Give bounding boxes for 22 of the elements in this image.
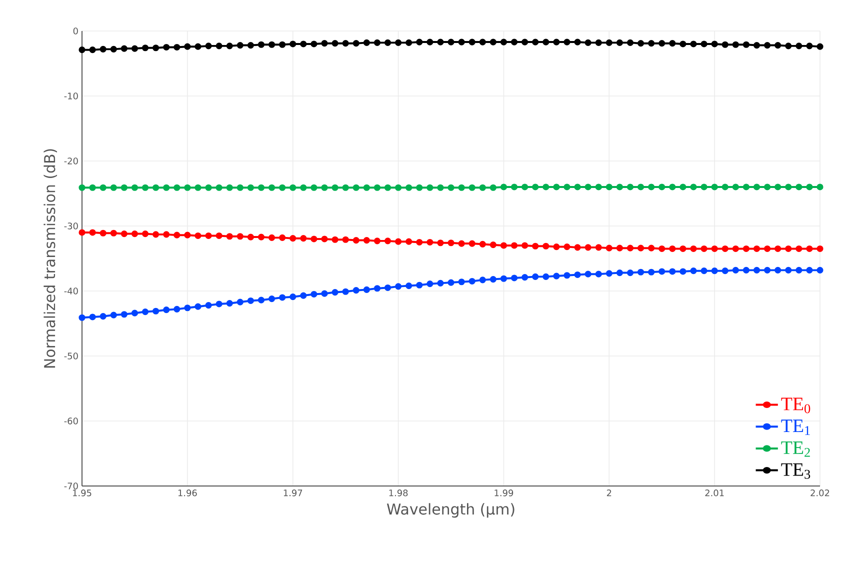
y-tick-label: 0 [73, 28, 78, 34]
x-tick-label: 2.01 [705, 490, 724, 496]
y-tick-label: -20 [64, 158, 78, 164]
x-tick-label: 1.95 [73, 490, 92, 496]
x-axis-title: Wavelength (µm) [386, 503, 514, 518]
y-tick-label: -10 [64, 92, 78, 100]
legend-label: TE$_{2}$ [781, 442, 810, 457]
x-tick-label: 1.96 [178, 490, 197, 496]
legend-label: TE$_{1}$ [781, 420, 810, 435]
y-tick-label: -60 [64, 418, 78, 424]
y-axis-title: Normalized transmission (dB) [44, 149, 57, 368]
x-tick-label: 1.97 [284, 490, 302, 496]
x-tick-label: 2.02 [810, 490, 830, 496]
y-tick-label: -40 [64, 288, 78, 294]
legend-label: TE$_{3}$ [781, 463, 810, 479]
x-tick-label: 2 [606, 490, 612, 496]
y-tick-label: -50 [64, 352, 78, 360]
legend-label: TE$_{0}$ [781, 398, 810, 414]
x-tick-label: 1.99 [494, 490, 514, 496]
y-tick-label: -70 [64, 482, 78, 490]
x-tick-label: 1.98 [389, 490, 408, 496]
y-tick-label: -30 [64, 222, 78, 230]
